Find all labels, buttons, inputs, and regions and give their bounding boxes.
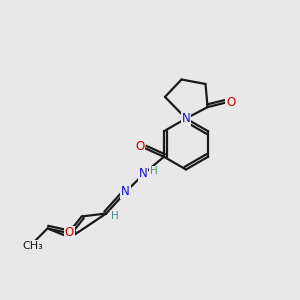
Text: CH₃: CH₃ xyxy=(23,241,44,251)
Text: O: O xyxy=(135,140,145,153)
Text: N: N xyxy=(121,185,130,198)
Text: N: N xyxy=(182,112,190,125)
Text: H: H xyxy=(150,167,158,176)
Text: H: H xyxy=(111,211,119,221)
Text: O: O xyxy=(65,226,74,239)
Text: O: O xyxy=(226,96,236,109)
Text: N: N xyxy=(139,167,147,180)
